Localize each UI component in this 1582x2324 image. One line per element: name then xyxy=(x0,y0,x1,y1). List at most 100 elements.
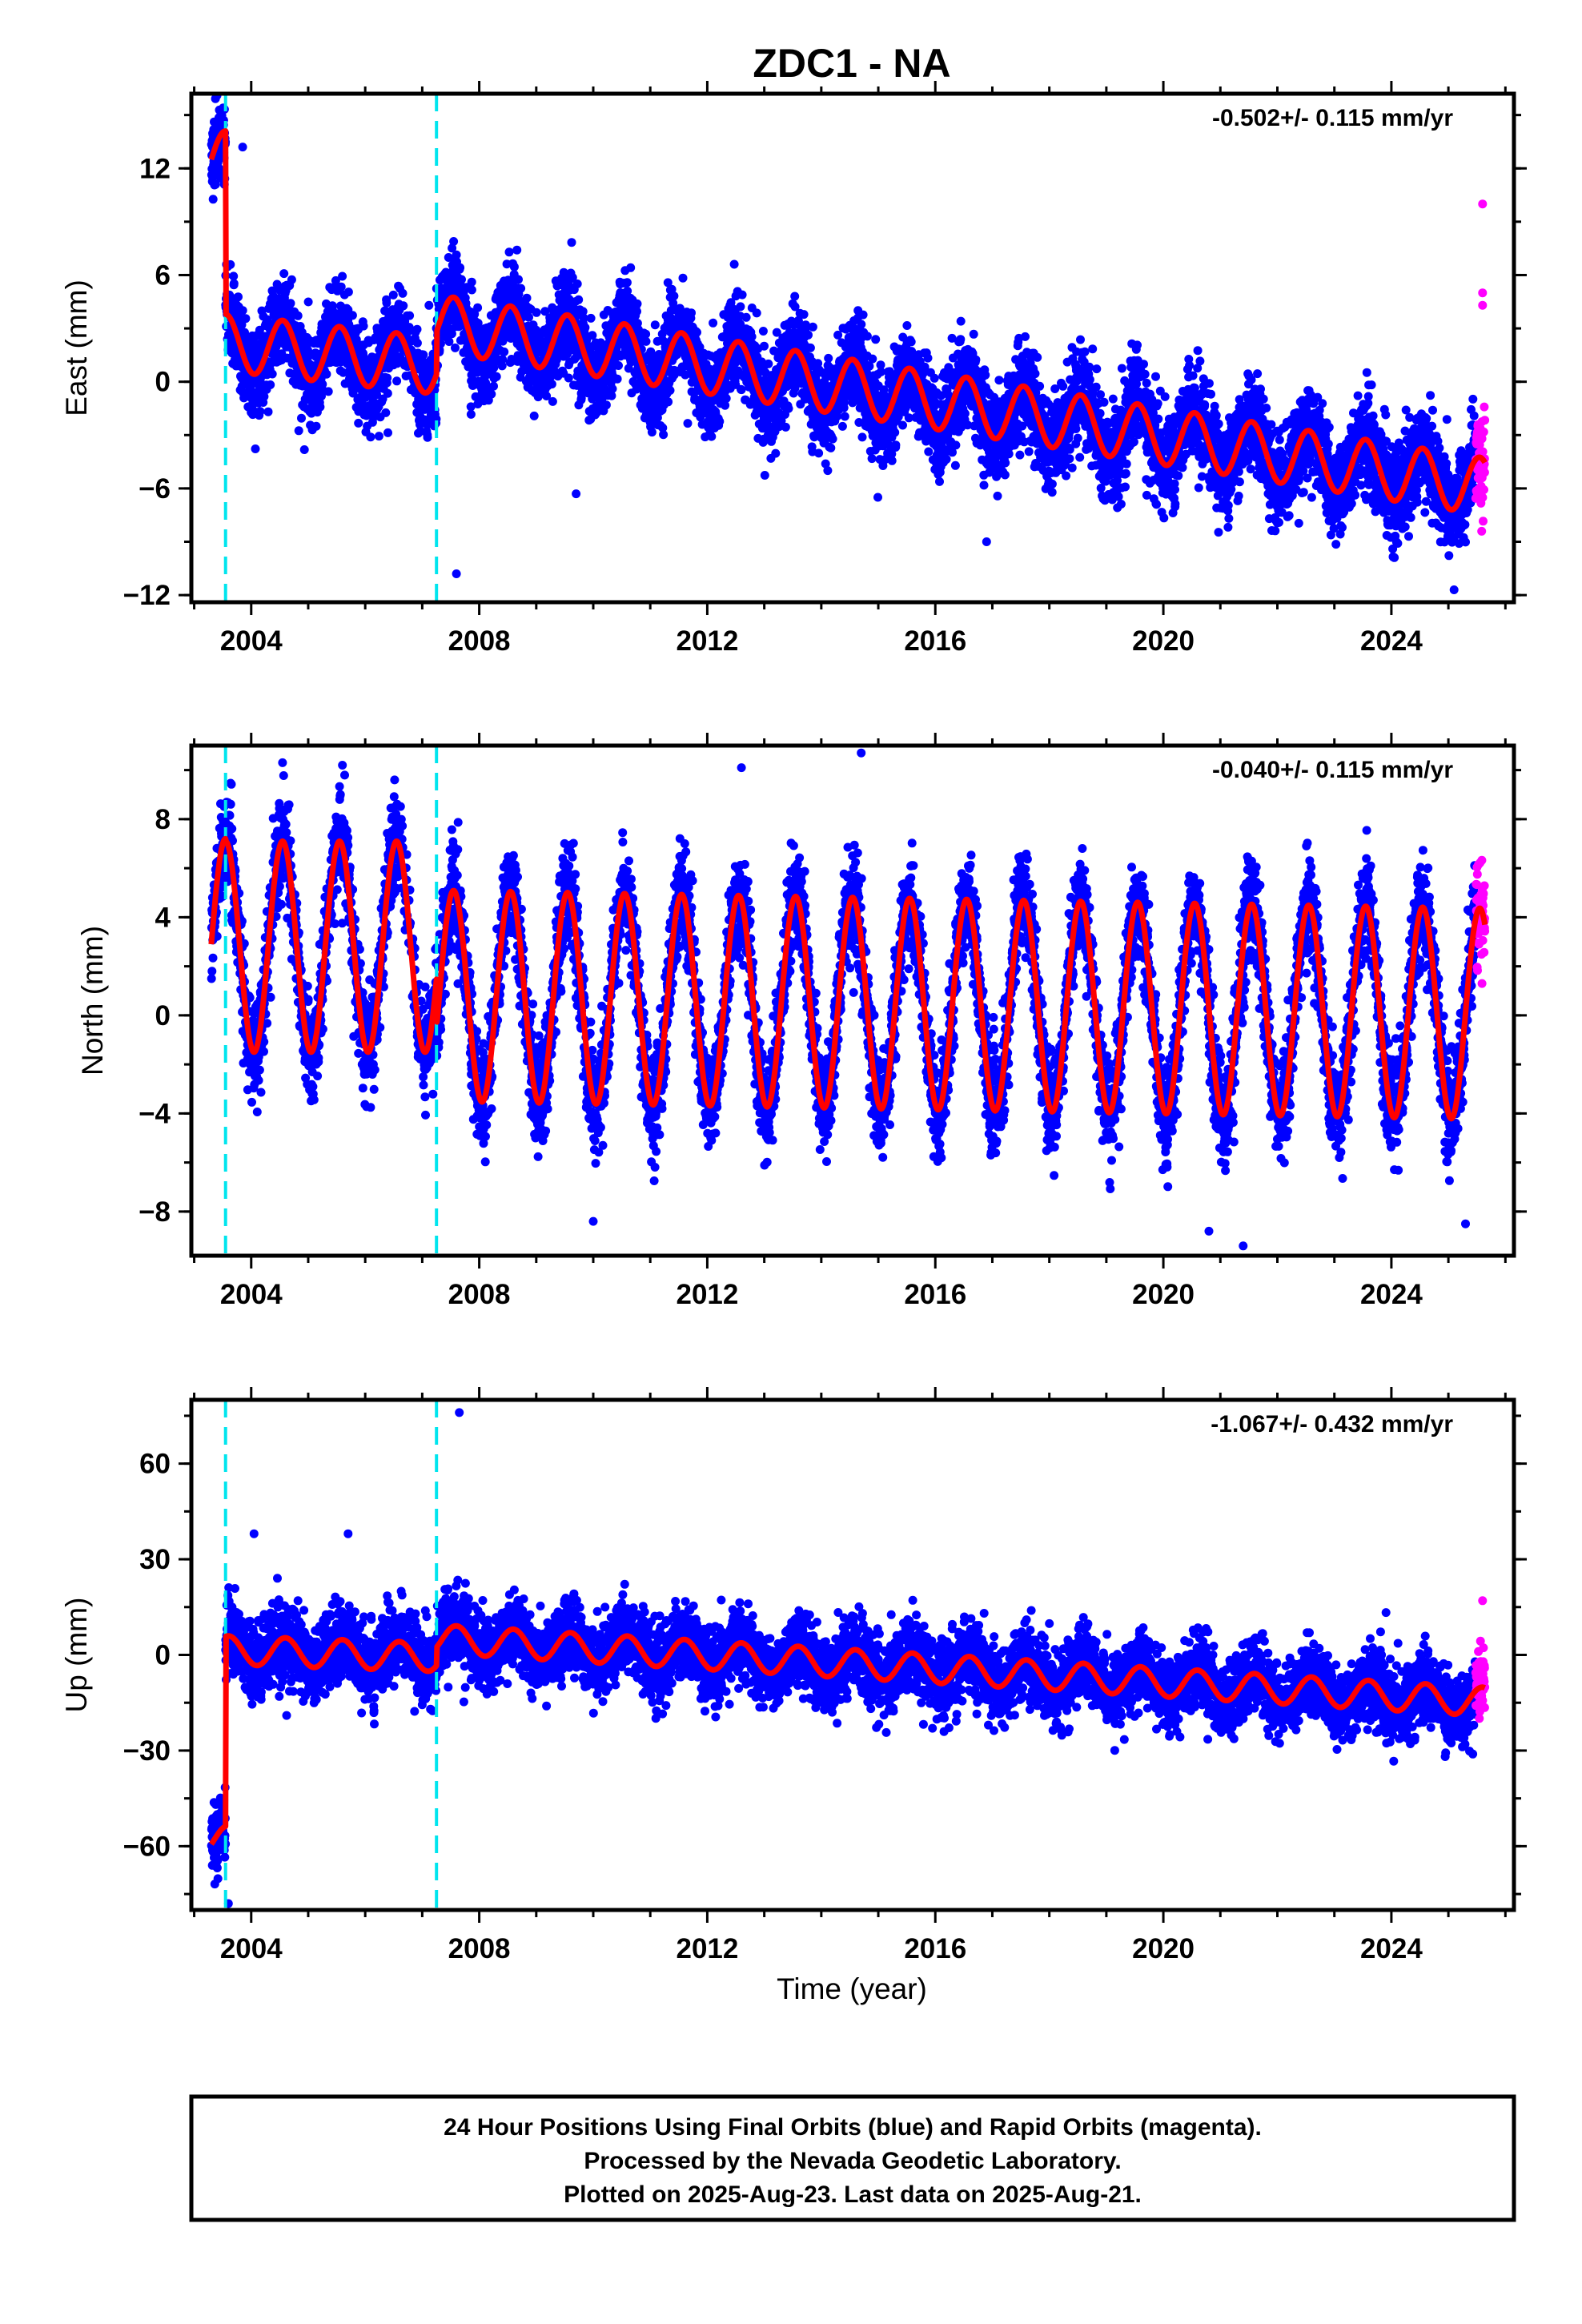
final-orbit-point xyxy=(665,386,675,395)
final-orbit-point xyxy=(398,288,408,298)
final-orbit-point xyxy=(267,369,277,379)
final-orbit-point xyxy=(632,299,642,308)
final-orbit-point xyxy=(814,448,824,458)
final-orbit-point xyxy=(805,343,815,352)
chart-title: ZDC1 - NA xyxy=(753,41,950,86)
final-orbit-point xyxy=(632,307,641,316)
final-orbit-point xyxy=(388,290,398,300)
final-orbit-point xyxy=(338,271,347,281)
final-orbit-point xyxy=(405,311,415,320)
final-orbit-point xyxy=(336,282,346,292)
final-orbit-point xyxy=(935,476,944,486)
final-orbit-point xyxy=(323,387,333,396)
final-orbit-point xyxy=(529,411,539,420)
final-orbit-point xyxy=(497,361,507,371)
final-orbit-point xyxy=(327,301,337,311)
final-orbit-point xyxy=(297,413,306,423)
final-orbit-point xyxy=(504,247,514,257)
final-orbit-point xyxy=(383,373,392,383)
final-orbit-point xyxy=(381,408,391,417)
final-orbit-point xyxy=(950,460,960,470)
final-orbit-point xyxy=(902,321,912,330)
final-orbit-point xyxy=(457,275,466,284)
final-orbit-point xyxy=(650,320,660,330)
final-orbit-point xyxy=(923,353,933,363)
final-orbit-point xyxy=(451,343,460,352)
final-orbit-point xyxy=(981,370,990,380)
final-orbit-point xyxy=(399,301,408,311)
final-orbit-point xyxy=(259,392,269,401)
final-orbit-point xyxy=(930,373,939,383)
final-orbit-point xyxy=(858,310,868,320)
final-orbit-point xyxy=(868,354,877,364)
final-orbit-point xyxy=(721,394,731,403)
final-orbit-point xyxy=(467,277,476,287)
final-orbit-point xyxy=(956,335,966,344)
final-orbit-point xyxy=(758,327,768,336)
final-orbit-point xyxy=(294,426,303,436)
final-orbit-point xyxy=(857,432,867,442)
final-orbit-point xyxy=(586,313,596,323)
final-orbit-point xyxy=(969,329,978,339)
final-orbit-point xyxy=(424,300,434,310)
final-orbit-point xyxy=(601,400,611,410)
final-orbit-point xyxy=(826,443,836,452)
final-orbit-point xyxy=(444,253,453,262)
final-orbit-point xyxy=(500,347,509,356)
final-orbit-point xyxy=(286,299,295,308)
final-orbit-point xyxy=(906,337,916,347)
final-orbit-point xyxy=(218,78,227,87)
final-orbit-point xyxy=(736,302,745,312)
final-orbit-point xyxy=(956,316,966,326)
final-orbit-point xyxy=(467,285,476,295)
final-orbit-point xyxy=(804,330,813,340)
final-orbit-point xyxy=(351,335,361,344)
final-orbit-point xyxy=(747,332,757,341)
final-orbit-point xyxy=(509,262,519,271)
final-orbit-point xyxy=(354,418,363,428)
final-orbit-point xyxy=(211,179,220,189)
final-orbit-point xyxy=(241,314,251,324)
final-orbit-point xyxy=(664,397,673,407)
final-orbit-point xyxy=(311,421,321,431)
final-orbit-point xyxy=(626,263,636,272)
final-orbit-point xyxy=(444,337,454,346)
final-orbit-point xyxy=(382,298,391,308)
final-orbit-point xyxy=(567,238,576,247)
final-orbit-point xyxy=(548,396,557,406)
final-orbit-point xyxy=(808,322,817,332)
final-orbit-point xyxy=(404,323,414,332)
east-plot-area xyxy=(207,78,1490,602)
final-orbit-point xyxy=(608,384,617,393)
final-orbit-point xyxy=(524,312,533,322)
final-orbit-point xyxy=(799,310,809,320)
final-orbit-point xyxy=(287,275,296,284)
final-orbit-point xyxy=(343,287,353,297)
final-orbit-point xyxy=(741,312,751,322)
final-orbit-point xyxy=(315,402,325,412)
final-orbit-point xyxy=(760,341,769,351)
final-orbit-point xyxy=(449,237,459,246)
final-orbit-point xyxy=(347,311,357,320)
final-orbit-point xyxy=(366,432,375,442)
final-orbit-point xyxy=(487,389,496,399)
final-orbit-point xyxy=(419,350,428,360)
final-orbit-point xyxy=(971,355,981,364)
final-orbit-point xyxy=(492,372,501,381)
final-orbit-point xyxy=(208,195,218,204)
final-orbit-point xyxy=(473,319,483,328)
final-orbit-point xyxy=(514,275,523,284)
final-orbit-point xyxy=(279,269,289,279)
final-orbit-point xyxy=(572,279,582,288)
final-orbit-point xyxy=(647,428,656,437)
final-orbit-point xyxy=(678,273,688,283)
final-orbit-point xyxy=(303,297,313,307)
final-orbit-point xyxy=(234,292,243,302)
final-orbit-point xyxy=(489,381,498,391)
final-orbit-point xyxy=(412,338,422,348)
final-orbit-point xyxy=(383,428,392,437)
final-orbit-point xyxy=(547,380,556,389)
final-orbit-point xyxy=(266,380,275,389)
final-orbit-point xyxy=(862,332,872,341)
